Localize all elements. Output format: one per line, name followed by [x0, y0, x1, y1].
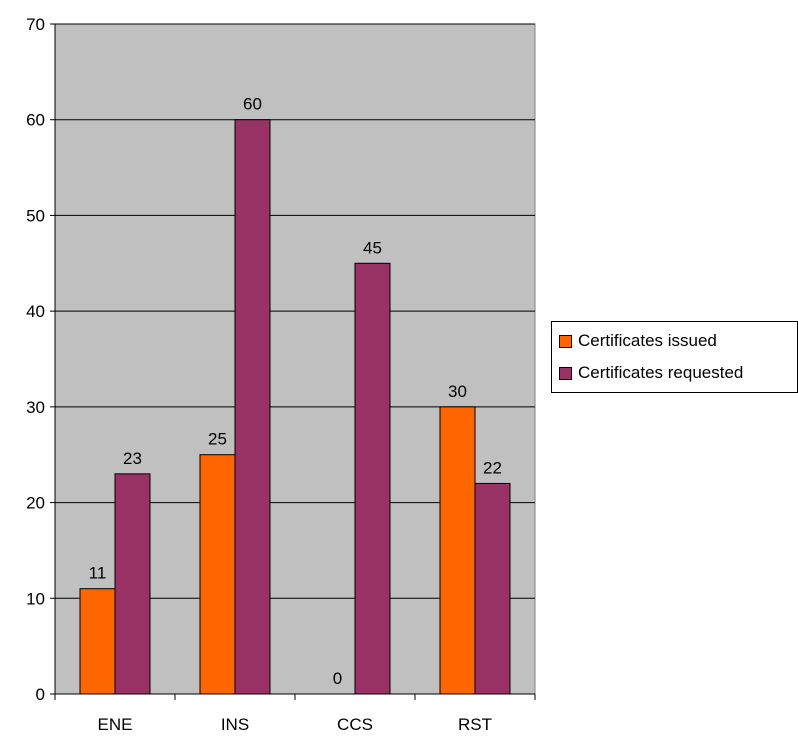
y-axis: 0 10 20 30 40 50 60 70	[26, 15, 56, 704]
bar	[114, 473, 151, 695]
legend-swatch-requested	[559, 366, 572, 380]
legend-label-issued: Certificates issued	[578, 331, 717, 350]
bar	[79, 588, 116, 695]
data-label: 30	[448, 382, 467, 401]
y-tick-label: 50	[26, 206, 45, 225]
legend: Certificates issued Certificates request…	[551, 321, 798, 393]
data-label: 23	[123, 449, 142, 468]
y-tick-label: 60	[26, 111, 45, 130]
y-tick-label: 30	[26, 398, 45, 417]
y-tick-label: 40	[26, 302, 45, 321]
y-tick-label: 10	[26, 589, 45, 608]
legend-item-issued: Certificates issued	[559, 331, 717, 351]
x-axis: ENE INS CCS RST	[54, 693, 536, 734]
legend-swatch-issued	[559, 334, 572, 348]
data-label: 25	[208, 430, 227, 449]
bar	[474, 482, 511, 695]
legend-item-requested: Certificates requested	[559, 363, 743, 383]
bars	[79, 119, 511, 695]
legend-label-requested: Certificates requested	[578, 363, 744, 382]
data-label: 60	[243, 95, 262, 114]
x-tick-label: INS	[221, 715, 249, 734]
data-label: 22	[483, 458, 502, 477]
data-labels: 11 23 25 60 0 45 30 22	[89, 95, 502, 688]
y-tick-label: 0	[36, 685, 45, 704]
y-tick-label: 70	[26, 15, 45, 34]
bar	[234, 119, 271, 695]
data-label: 11	[89, 564, 107, 583]
x-tick-label: CCS	[337, 715, 373, 734]
x-tick-label: ENE	[98, 715, 133, 734]
data-label: 0	[333, 669, 342, 688]
bar	[439, 406, 476, 695]
bar	[354, 262, 391, 695]
bar	[199, 454, 236, 695]
x-tick-label: RST	[458, 715, 492, 734]
y-tick-label: 20	[26, 494, 45, 513]
data-label: 45	[363, 238, 382, 257]
